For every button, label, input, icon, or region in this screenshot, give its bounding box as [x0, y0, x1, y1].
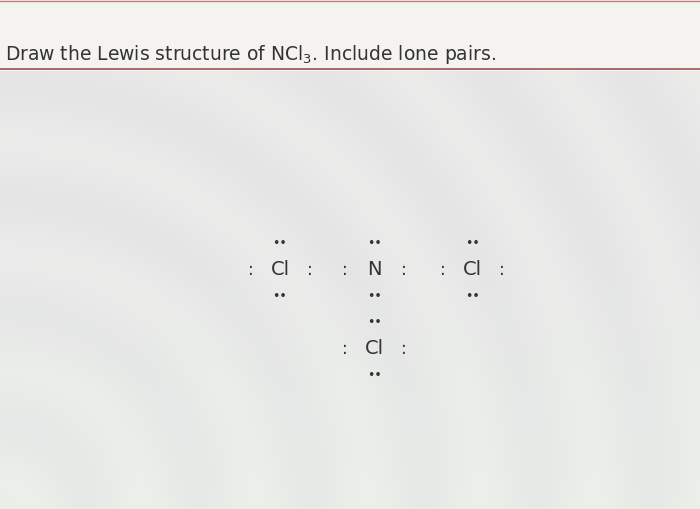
Text: :: :: [248, 261, 253, 279]
Text: Cl: Cl: [270, 260, 290, 279]
Text: ••: ••: [367, 237, 382, 250]
Text: :: :: [499, 261, 505, 279]
Text: ••: ••: [367, 369, 382, 382]
Text: :: :: [342, 340, 348, 358]
Text: ••: ••: [367, 316, 382, 329]
Text: Cl: Cl: [365, 339, 384, 358]
Text: :: :: [342, 261, 348, 279]
Text: :: :: [401, 261, 407, 279]
Text: :: :: [307, 261, 312, 279]
Text: :: :: [401, 340, 407, 358]
Text: ••: ••: [272, 237, 288, 250]
Text: Cl: Cl: [463, 260, 482, 279]
Text: :: :: [440, 261, 446, 279]
Text: ••: ••: [465, 290, 480, 303]
Text: Draw the Lewis structure of NCl$_3$. Include lone pairs.: Draw the Lewis structure of NCl$_3$. Inc…: [5, 43, 496, 66]
Text: ••: ••: [272, 290, 288, 303]
Text: N: N: [368, 260, 382, 279]
Text: ••: ••: [367, 290, 382, 303]
Text: ••: ••: [465, 237, 480, 250]
